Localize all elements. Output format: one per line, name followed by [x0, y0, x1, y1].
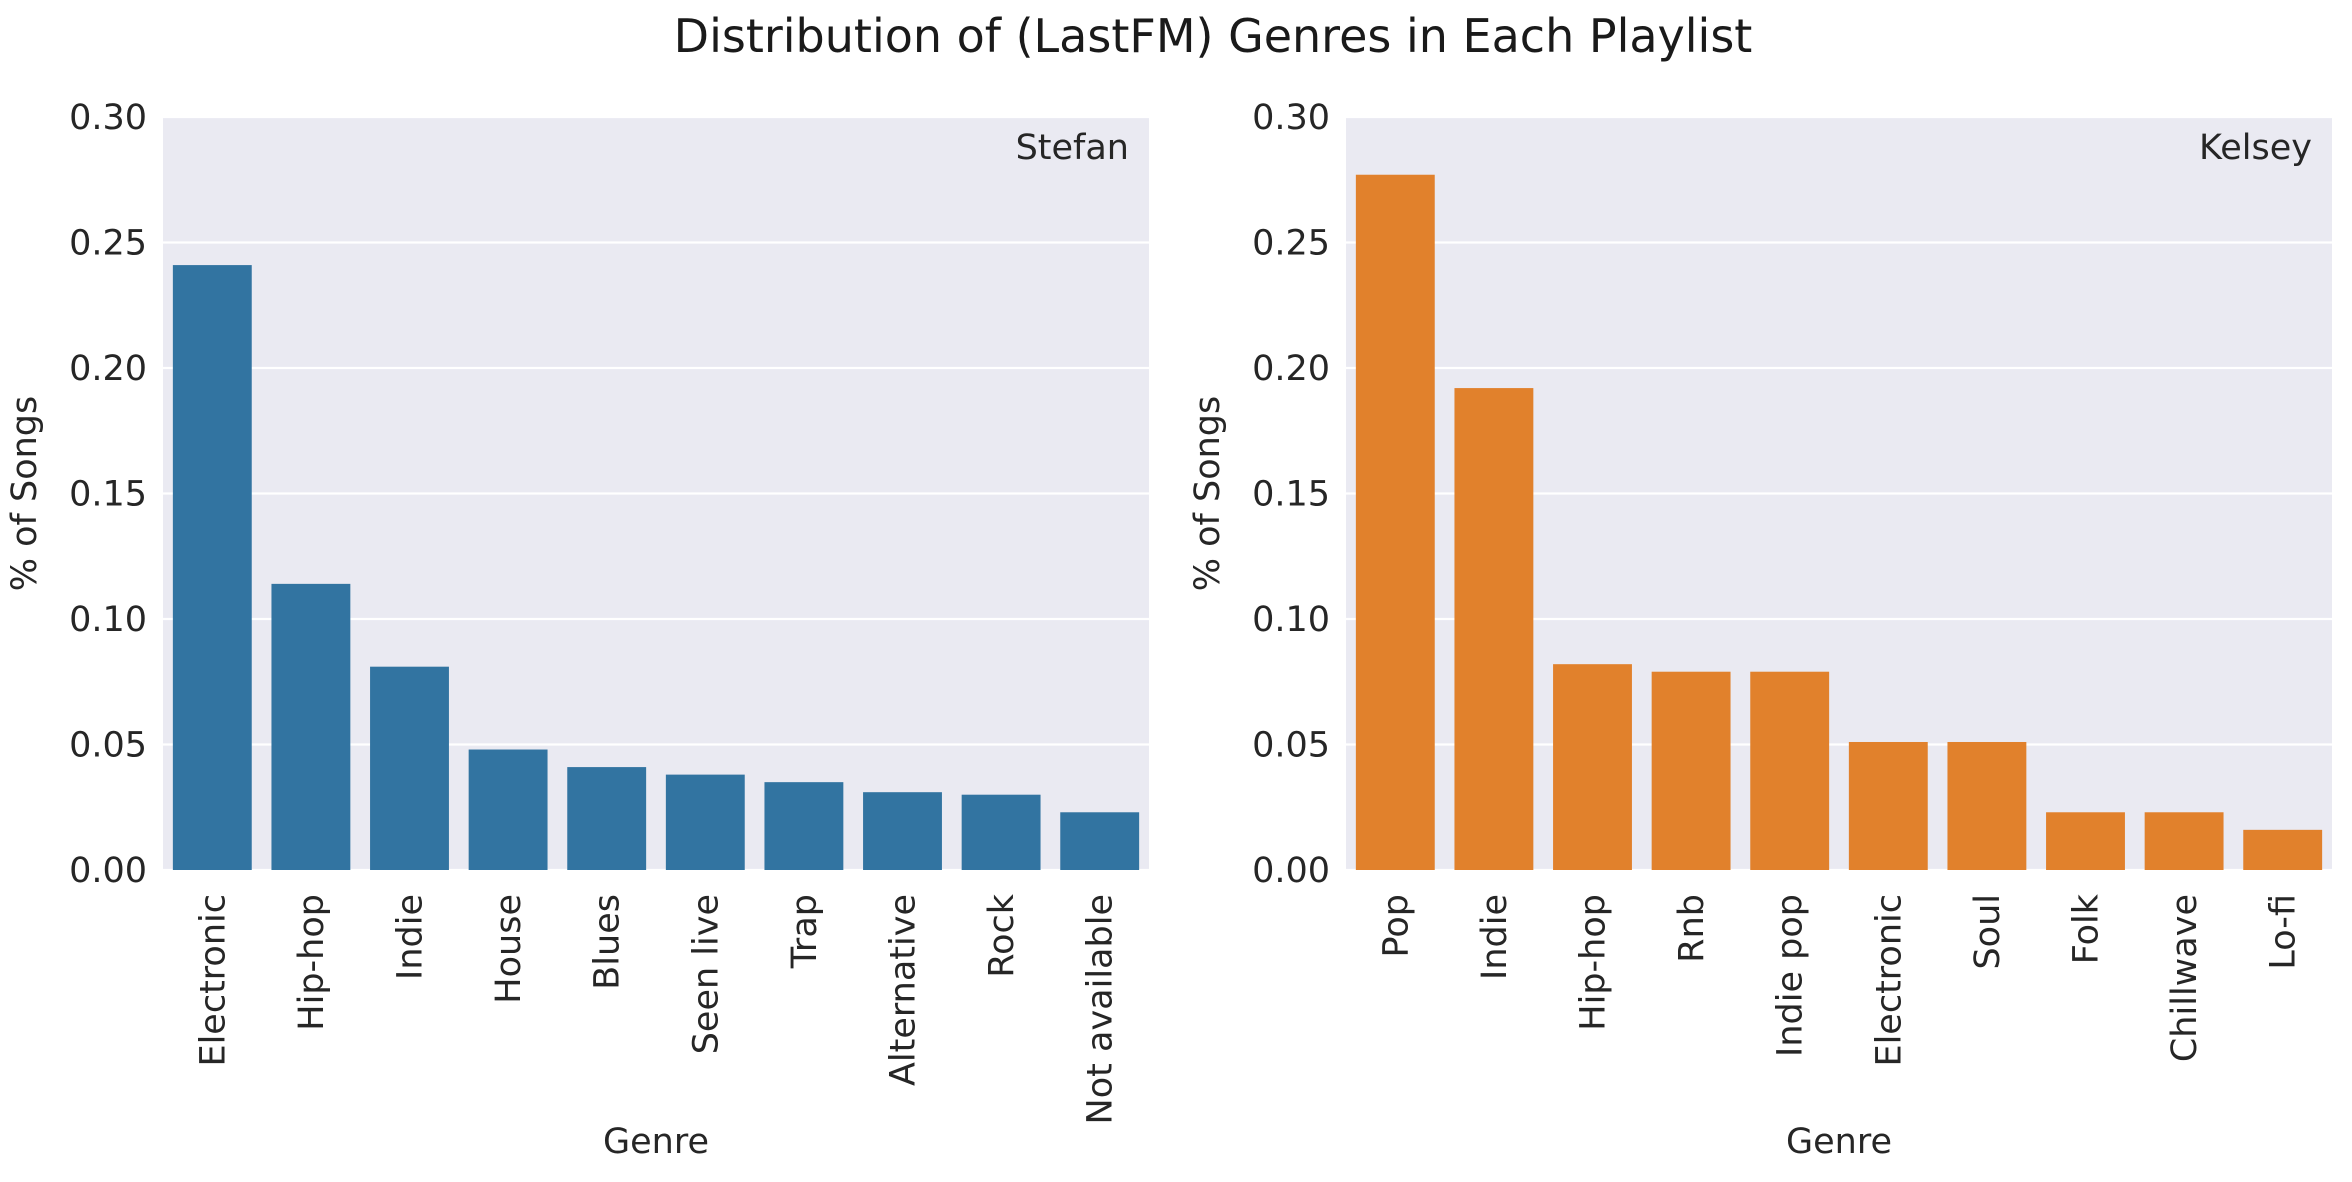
y-tick-label: 0.00: [69, 851, 147, 891]
x-tick-label: Trap: [785, 894, 825, 969]
x-tick-label: Pop: [1376, 894, 1416, 958]
panel-label: Kelsey: [2199, 128, 2312, 168]
bar: [1060, 812, 1140, 870]
bar: [567, 767, 647, 870]
x-tick-label: Seen live: [686, 894, 726, 1054]
y-tick-label: 0.30: [1252, 98, 1330, 138]
y-axis-label: % of Songs: [5, 396, 45, 592]
figure-title: Distribution of (LastFM) Genres in Each …: [674, 9, 1753, 63]
bar: [1750, 671, 1830, 870]
x-tick-label: Rnb: [1672, 894, 1712, 963]
x-tick-label: Electronic: [1869, 894, 1909, 1067]
bar: [1848, 741, 1928, 870]
x-tick-label: Not available: [1081, 894, 1121, 1124]
bar: [961, 794, 1041, 870]
bar: [370, 666, 449, 870]
y-tick-label: 0.30: [69, 98, 147, 138]
chart-panel-1: 0.00 0.05 0.10 0.15 0.20 0.25 0.30 Pop Indie Hip-…: [1188, 98, 2332, 1162]
y-tick-label: 0.10: [1252, 600, 1330, 640]
panels-group: 0.00 0.05 0.10 0.15 0.20 0.25 0.30 Electronic Hi…: [5, 98, 2332, 1162]
bar: [1553, 664, 1632, 870]
x-tick-label: Indie: [391, 894, 431, 980]
y-tick-label: 0.15: [69, 475, 147, 515]
x-tick-label: Alternative: [884, 894, 924, 1086]
y-tick-label: 0.20: [1252, 349, 1330, 389]
x-tick-label: Chillwave: [2165, 894, 2205, 1062]
x-tick-label: Indie: [1475, 894, 1515, 980]
y-tick-label: 0.00: [1252, 851, 1330, 891]
bar: [1947, 741, 2027, 870]
y-tick-label: 0.10: [69, 600, 147, 640]
x-tick-label: Lo-fi: [2264, 894, 2304, 970]
bar: [172, 265, 252, 871]
y-tick-label: 0.25: [69, 224, 147, 264]
bar: [271, 583, 351, 870]
x-tick-label: Hip-hop: [292, 894, 332, 1031]
x-tick-label: Hip-hop: [1574, 894, 1614, 1031]
x-tick-label: Electronic: [193, 894, 233, 1067]
x-axis-label: Genre: [1786, 1122, 1892, 1162]
bar: [1454, 388, 1534, 870]
bar: [863, 792, 942, 870]
bar: [764, 782, 844, 870]
chart-panel-0: 0.00 0.05 0.10 0.15 0.20 0.25 0.30 Electronic Hi…: [5, 98, 1149, 1162]
bar: [2243, 829, 2323, 870]
y-tick-label: 0.15: [1252, 475, 1330, 515]
bar: [1355, 174, 1435, 871]
y-tick-label: 0.05: [1252, 726, 1330, 766]
x-axis-label: Genre: [603, 1122, 709, 1162]
bar: [665, 774, 745, 870]
bar: [468, 749, 548, 870]
x-tick-label: Indie pop: [1771, 894, 1811, 1057]
y-tick-label: 0.05: [69, 726, 147, 766]
bar: [2046, 812, 2125, 870]
x-tick-label: Folk: [2067, 893, 2107, 964]
panel-label: Stefan: [1016, 128, 1129, 168]
x-tick-label: House: [489, 894, 529, 1004]
y-axis-label: % of Songs: [1188, 396, 1228, 592]
bar: [2144, 812, 2224, 870]
bar: [1651, 671, 1731, 870]
x-tick-label: Rock: [982, 893, 1022, 977]
y-tick-label: 0.20: [69, 349, 147, 389]
y-tick-label: 0.25: [1252, 224, 1330, 264]
x-tick-label: Soul: [1968, 894, 2008, 970]
x-tick-label: Blues: [588, 894, 628, 990]
